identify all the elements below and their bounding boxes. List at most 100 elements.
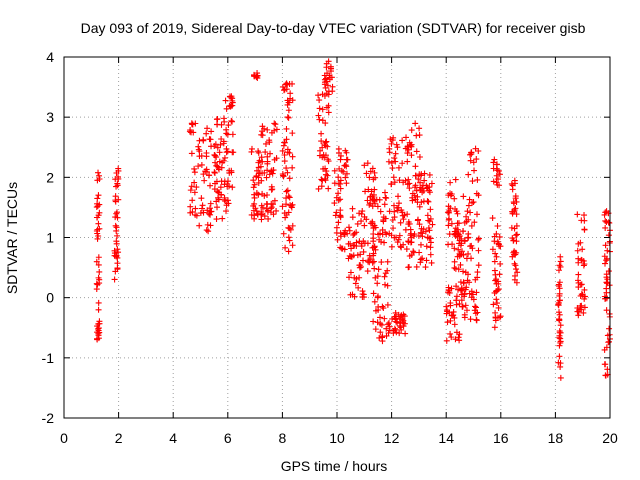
data-point (601, 211, 608, 218)
data-point (460, 193, 467, 200)
data-point (191, 179, 198, 186)
data-point (579, 246, 586, 253)
data-point (347, 240, 354, 247)
data-point (204, 125, 211, 132)
data-point (229, 99, 236, 106)
data-point (281, 151, 288, 158)
data-point (283, 136, 290, 143)
data-point (318, 138, 325, 145)
data-point (192, 205, 199, 212)
data-point (417, 184, 424, 191)
data-point (381, 239, 388, 246)
data-point (258, 154, 265, 161)
data-point (581, 286, 588, 293)
data-point (514, 269, 521, 276)
data-point (229, 95, 236, 102)
data-point (195, 163, 202, 170)
data-point (112, 198, 119, 205)
data-point (509, 186, 516, 193)
data-point (491, 267, 498, 274)
data-point (329, 83, 336, 90)
data-point (95, 220, 102, 227)
data-point (214, 121, 221, 128)
data-point (395, 311, 402, 318)
data-point (490, 159, 497, 166)
x-tick-label: 18 (548, 430, 564, 446)
data-point (602, 209, 609, 216)
data-point (360, 257, 367, 264)
data-point (493, 172, 500, 179)
data-point (187, 209, 194, 216)
data-point (510, 200, 517, 207)
data-point (285, 234, 292, 241)
data-point (412, 163, 419, 170)
data-point (115, 249, 122, 256)
data-point (473, 289, 480, 296)
data-point (491, 156, 498, 163)
data-point (229, 184, 236, 191)
data-point (351, 230, 358, 237)
x-tick-label: 6 (224, 430, 232, 446)
data-point (93, 258, 100, 265)
data-point (396, 177, 403, 184)
data-point (196, 222, 203, 229)
data-point (343, 180, 350, 187)
data-point (449, 312, 456, 319)
data-point (268, 186, 275, 193)
data-point (494, 238, 501, 245)
data-point (353, 239, 360, 246)
data-point (389, 137, 396, 144)
data-point (511, 177, 518, 184)
data-point (343, 149, 350, 156)
data-point (581, 304, 588, 311)
data-point (211, 151, 218, 158)
data-point (261, 213, 268, 220)
data-point (271, 120, 278, 127)
data-point (214, 163, 221, 170)
data-point (399, 137, 406, 144)
data-point (220, 157, 227, 164)
data-point (253, 190, 260, 197)
data-point (347, 253, 354, 260)
data-point (370, 238, 377, 245)
data-point (370, 318, 377, 325)
data-point (220, 140, 227, 147)
data-point (457, 261, 464, 268)
data-point (258, 211, 265, 218)
data-point (286, 194, 293, 201)
data-point (111, 276, 118, 283)
data-point (385, 158, 392, 165)
data-point (228, 102, 235, 109)
data-point (228, 167, 235, 174)
data-point (282, 81, 289, 88)
data-point (265, 215, 272, 222)
data-point (337, 244, 344, 251)
data-point (377, 320, 384, 327)
data-point (285, 193, 292, 200)
data-point (215, 194, 222, 201)
data-point (374, 203, 381, 210)
data-point (456, 337, 463, 344)
data-point (335, 174, 342, 181)
data-point (492, 309, 499, 316)
data-point (453, 283, 460, 290)
data-point (445, 216, 452, 223)
data-point (467, 157, 474, 164)
data-point (250, 177, 257, 184)
data-point (285, 107, 292, 114)
data-point (203, 168, 210, 175)
data-point (96, 318, 103, 325)
data-point (200, 209, 207, 216)
data-point (397, 243, 404, 250)
data-point (286, 175, 293, 182)
data-point (94, 177, 101, 184)
data-point (205, 228, 212, 235)
data-point (555, 316, 562, 323)
data-point (407, 232, 414, 239)
data-point (95, 306, 102, 313)
data-point (423, 243, 430, 250)
data-point (475, 148, 482, 155)
data-point (464, 277, 471, 284)
data-point (228, 117, 235, 124)
data-point (113, 227, 120, 234)
